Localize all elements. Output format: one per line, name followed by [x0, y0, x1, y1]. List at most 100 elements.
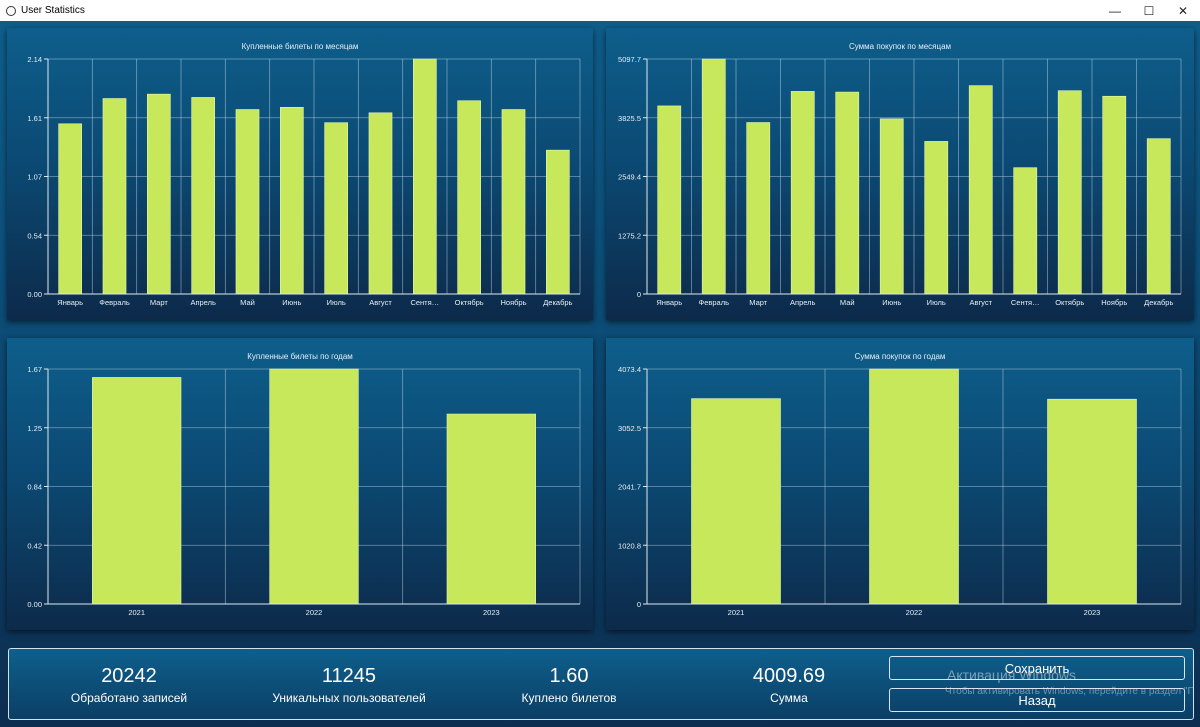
x-tick-label: 2021	[728, 608, 745, 617]
x-tick-label: 2021	[128, 608, 145, 617]
bar-Июнь	[280, 107, 304, 295]
bar-Июль	[924, 141, 949, 295]
x-tick-label: Апрель	[190, 298, 216, 307]
x-tick-label: 2023	[1084, 608, 1101, 617]
bar-2021	[92, 377, 182, 605]
x-tick-label: 2022	[906, 608, 923, 617]
bar-Март	[147, 93, 171, 295]
bar-Октябрь	[457, 100, 481, 295]
x-tick-label: 2022	[306, 608, 323, 617]
back-button[interactable]: Назад	[889, 688, 1185, 712]
y-tick-label: 0.00	[27, 600, 42, 609]
stat-users: 11245 Уникальных пользователей	[249, 665, 449, 705]
bar-2022	[269, 368, 359, 605]
bar-Апрель	[790, 91, 815, 295]
bar-Апрель	[191, 97, 215, 295]
stat-tickets: 1.60 Куплено билетов	[469, 665, 669, 705]
save-button[interactable]: Сохранить	[889, 656, 1185, 680]
x-tick-label: Март	[749, 298, 768, 307]
x-tick-label: Январь	[57, 298, 83, 307]
x-tick-label: 2023	[483, 608, 500, 617]
activation-watermark-subtitle: Чтобы активировать Windows, перейдите в …	[945, 686, 1193, 697]
window-controls: — ☐ ✕	[1098, 0, 1200, 21]
y-tick-label: 2.14	[27, 55, 42, 64]
x-tick-label: Декабрь	[543, 298, 572, 307]
bar-Февраль	[102, 98, 127, 295]
chart-title: Купленные билеты по годам	[247, 352, 353, 361]
bar-Ноябрь	[1102, 95, 1127, 295]
chart-tickets-by-year: Купленные билеты по годам 0.00 0.42 0.84 1.2…	[27, 352, 581, 617]
x-tick-label: Июнь	[282, 298, 301, 307]
x-tick-label: Октябрь	[1055, 298, 1084, 307]
sum-label: Сумма	[770, 691, 808, 705]
bar-Март	[746, 122, 771, 295]
y-tick-label: 0	[637, 600, 641, 609]
x-tick-label: Ноябрь	[500, 298, 526, 307]
bar-Декабрь	[1146, 138, 1171, 295]
y-tick-label: 3052.5	[618, 424, 641, 433]
x-tick-label: Сентя…	[410, 298, 439, 307]
chart-title: Сумма покупок по годам	[855, 352, 946, 361]
stat-records: 20242 Обработано записей	[29, 665, 229, 705]
chart-sum-by-year: Сумма покупок по годам 0 1020.8 2041.7 3052.…	[618, 352, 1182, 617]
chart-sum-by-month: Сумма покупок по месяцам 0 1275.2 2549.4 382…	[618, 42, 1182, 307]
bar-Август	[368, 112, 393, 295]
y-tick-label: 4073.4	[618, 365, 641, 374]
chart-panel-tickets-by-month: Купленные билеты по месяцам 0.00 0.54 1.07 1…	[7, 28, 593, 320]
chart-title: Купленные билеты по месяцам	[242, 42, 359, 51]
minimize-button[interactable]: —	[1109, 3, 1121, 18]
x-tick-label: Август	[369, 298, 392, 307]
bar-Январь	[657, 105, 682, 295]
y-tick-label: 2041.7	[618, 483, 641, 492]
x-tick-label: Февраль	[699, 298, 730, 307]
x-tick-label: Май	[840, 298, 855, 307]
y-tick-label: 1.07	[27, 173, 42, 182]
bar-Июль	[324, 122, 348, 295]
summary-panel: 20242 Обработано записей 11245 Уникальны…	[8, 648, 1194, 720]
x-tick-label: Январь	[656, 298, 682, 307]
y-tick-label: 0.54	[27, 231, 42, 240]
y-tick-label: 0	[637, 290, 641, 299]
y-tick-label: 0.84	[27, 483, 42, 492]
bar-Июнь	[879, 118, 904, 295]
x-tick-label: Март	[150, 298, 169, 307]
x-tick-label: Декабрь	[1144, 298, 1173, 307]
x-tick-label: Апрель	[790, 298, 816, 307]
bar-2023	[446, 413, 536, 605]
window-title: User Statistics	[21, 5, 85, 16]
maximize-button[interactable]: ☐	[1143, 3, 1155, 18]
users-label: Уникальных пользователей	[272, 691, 426, 705]
users-value: 11245	[321, 665, 377, 687]
y-tick-label: 1.61	[27, 114, 42, 123]
bar-Май	[235, 109, 260, 295]
y-tick-label: 1.25	[27, 424, 42, 433]
bar-2022	[869, 368, 959, 605]
y-tick-label: 3825.5	[618, 114, 641, 123]
x-tick-label: Февраль	[99, 298, 130, 307]
app-icon	[6, 5, 16, 16]
y-tick-label: 1275.2	[618, 231, 641, 240]
bar-Февраль	[701, 58, 726, 295]
y-tick-label: 1020.8	[618, 541, 641, 550]
y-tick-label: 0.00	[27, 290, 42, 299]
stat-sum: 4009.69 Сумма	[689, 665, 889, 705]
x-tick-label: Октябрь	[455, 298, 484, 307]
y-tick-label: 0.42	[27, 541, 42, 550]
records-label: Обработано записей	[70, 691, 188, 705]
x-tick-label: Август	[969, 298, 992, 307]
x-tick-label: Июль	[927, 298, 946, 307]
sum-value: 4009.69	[752, 665, 826, 687]
x-tick-label: Ноябрь	[1101, 298, 1127, 307]
x-tick-label: Июль	[327, 298, 346, 307]
bar-Январь	[58, 123, 82, 295]
bar-Август	[968, 85, 993, 295]
tickets-label: Куплено билетов	[521, 691, 617, 705]
x-tick-label: Июнь	[882, 298, 901, 307]
bar-Ноябрь	[501, 109, 526, 295]
bar-Сентя…	[413, 58, 437, 295]
chart-panel-sum-by-year: Сумма покупок по годам 0 1020.8 2041.7 3052.…	[606, 338, 1194, 630]
bar-Май	[835, 91, 860, 295]
close-button[interactable]: ✕	[1177, 3, 1189, 18]
x-tick-label: Май	[240, 298, 255, 307]
bar-2023	[1047, 398, 1137, 605]
